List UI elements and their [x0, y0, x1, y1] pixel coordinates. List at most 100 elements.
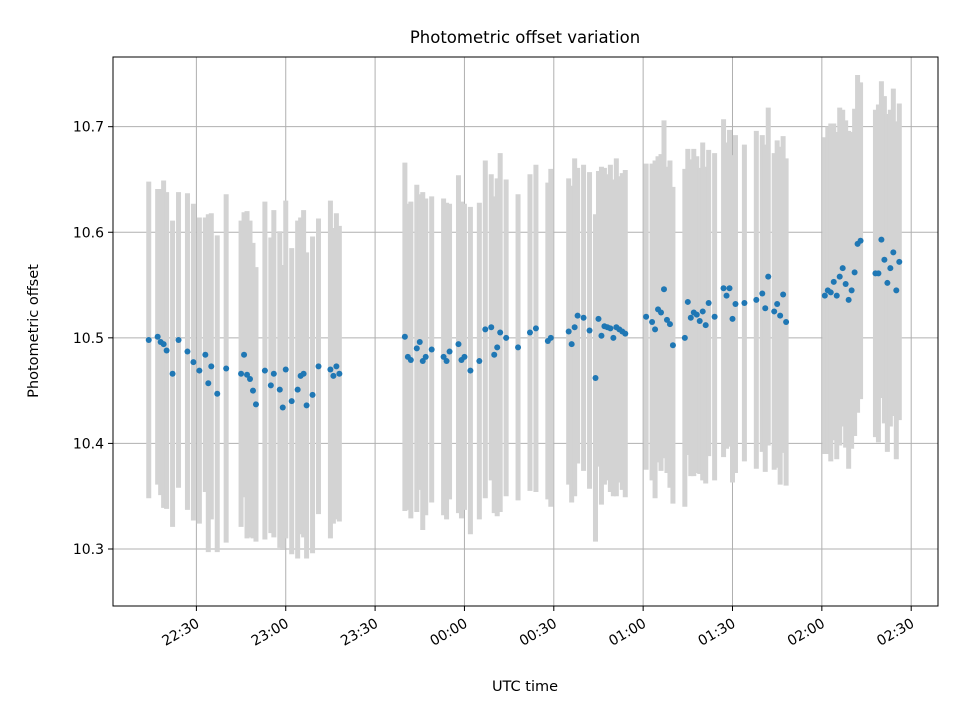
- data-point: [741, 299, 748, 306]
- data-point: [643, 313, 650, 320]
- data-point: [887, 265, 894, 272]
- data-point: [693, 311, 700, 318]
- data-point: [401, 333, 408, 340]
- data-point: [842, 280, 849, 287]
- data-point: [163, 347, 170, 354]
- data-point: [571, 324, 578, 331]
- data-point: [476, 358, 483, 365]
- data-point: [461, 353, 468, 360]
- data-point: [202, 351, 209, 358]
- data-point: [488, 324, 495, 331]
- data-point: [851, 269, 858, 276]
- data-point: [687, 314, 694, 321]
- y-tick-label: 10.5: [73, 331, 104, 347]
- data-point: [580, 314, 587, 321]
- data-point: [482, 326, 489, 333]
- data-point: [839, 265, 846, 272]
- data-point: [875, 270, 882, 277]
- data-point: [315, 363, 322, 370]
- data-point: [595, 315, 602, 322]
- data-point: [309, 391, 316, 398]
- data-point: [467, 367, 474, 374]
- data-point: [696, 317, 703, 324]
- data-point: [652, 326, 659, 333]
- data-point: [267, 382, 274, 389]
- data-point: [503, 334, 510, 341]
- data-point: [190, 359, 197, 366]
- data-point: [666, 321, 673, 328]
- data-point: [526, 329, 533, 336]
- data-point: [497, 329, 504, 336]
- data-point: [833, 292, 840, 299]
- data-point: [622, 330, 629, 337]
- data-point: [333, 363, 340, 370]
- data-point: [705, 299, 712, 306]
- data-point: [160, 341, 167, 348]
- data-point: [777, 312, 784, 319]
- data-point: [249, 387, 256, 394]
- data-point: [443, 358, 450, 365]
- data-point: [848, 287, 855, 294]
- data-point: [878, 236, 885, 243]
- data-point: [416, 339, 423, 346]
- data-point: [607, 325, 614, 332]
- data-point: [765, 273, 772, 280]
- data-point: [208, 363, 215, 370]
- data-points: [145, 236, 903, 411]
- data-point: [154, 333, 161, 340]
- data-point: [658, 309, 665, 316]
- data-point: [711, 313, 718, 320]
- data-point: [774, 301, 781, 308]
- data-point: [455, 341, 462, 348]
- data-point: [845, 296, 852, 303]
- data-point: [884, 279, 891, 286]
- data-point: [649, 318, 656, 325]
- data-point: [238, 370, 245, 377]
- data-point: [491, 351, 498, 358]
- data-point: [547, 334, 554, 341]
- data-point: [610, 334, 617, 341]
- data-point: [276, 386, 283, 393]
- data-point: [419, 358, 426, 365]
- data-point: [881, 256, 888, 263]
- data-point: [586, 327, 593, 334]
- data-point: [857, 237, 864, 244]
- data-point: [428, 346, 435, 353]
- data-point: [681, 334, 688, 341]
- data-point: [592, 374, 599, 381]
- data-point: [440, 353, 447, 360]
- data-point: [422, 353, 429, 360]
- data-point: [196, 367, 203, 374]
- data-point: [893, 287, 900, 294]
- data-point: [300, 370, 307, 377]
- data-point: [684, 298, 691, 305]
- y-tick-label: 10.6: [73, 225, 104, 241]
- data-point: [184, 348, 191, 355]
- y-tick-label: 10.3: [73, 542, 104, 558]
- data-point: [145, 336, 152, 343]
- data-point: [783, 318, 790, 325]
- data-point: [699, 308, 706, 315]
- data-point: [175, 336, 182, 343]
- data-point: [223, 365, 230, 372]
- data-point: [270, 370, 277, 377]
- data-point: [759, 290, 766, 297]
- data-point: [896, 258, 903, 265]
- data-point: [214, 390, 221, 397]
- data-point: [303, 402, 310, 409]
- plot-frame: [112, 56, 939, 607]
- data-point: [446, 348, 453, 355]
- data-point: [241, 351, 248, 358]
- data-point: [598, 332, 605, 339]
- data-point: [279, 404, 286, 411]
- data-point: [732, 301, 739, 308]
- data-point: [261, 367, 268, 374]
- data-point: [771, 308, 778, 315]
- data-point: [720, 285, 727, 292]
- data-point: [663, 316, 670, 323]
- data-point: [565, 328, 572, 335]
- data-point: [515, 344, 522, 351]
- data-point: [252, 401, 259, 408]
- data-point: [729, 315, 736, 322]
- data-point: [702, 322, 709, 329]
